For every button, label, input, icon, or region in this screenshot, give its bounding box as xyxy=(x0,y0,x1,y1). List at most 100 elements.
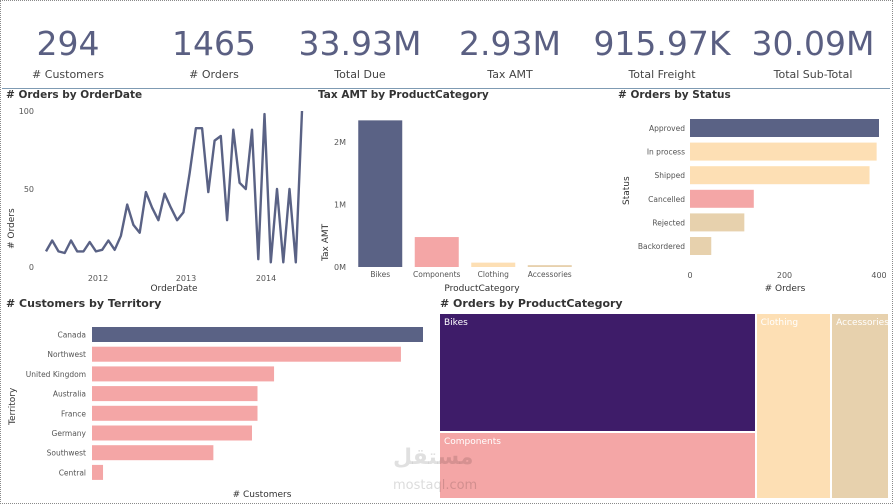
tax-category-label: Bikes xyxy=(370,270,390,279)
tax-category-label: Accessories xyxy=(528,270,572,279)
tax-ytick-label: 0M xyxy=(334,263,346,272)
kpi-tax-amt-label: Tax AMT xyxy=(487,68,533,81)
territory-category-label: France xyxy=(61,409,86,418)
orders-by-status-panel[interactable]: # Orders by Status Status # Orders Appro… xyxy=(614,89,890,294)
territory-bar-germany xyxy=(92,425,252,441)
territory-bar-central xyxy=(92,464,104,480)
territory-bar-australia xyxy=(92,386,258,402)
territory-bar-united-kingdom xyxy=(92,366,275,382)
line-ytick-label: 50 xyxy=(24,185,34,194)
treemap-tile-components[interactable]: Components xyxy=(439,431,756,499)
kpi-total-due-label: Total Due xyxy=(334,68,386,81)
status-category-label: Rejected xyxy=(652,218,685,227)
kpi-tax-amt-value: 2.93M xyxy=(459,24,561,63)
territory-category-label: Canada xyxy=(57,331,86,340)
territory-category-label: Germany xyxy=(52,429,87,438)
territory-category-label: United Kingdom xyxy=(26,370,86,379)
kpi-total-due-value: 33.93M xyxy=(298,24,422,63)
tax-bar-clothing xyxy=(471,262,516,267)
kpi-total-freight-label: Total Freight xyxy=(628,68,696,81)
line-ytick-label: 100 xyxy=(19,107,34,116)
customers-by-territory-panel[interactable]: # Customers by Territory Territory # Cus… xyxy=(2,297,432,501)
treemap-tile-bikes[interactable]: Bikes xyxy=(439,313,756,432)
status-category-label: Backordered xyxy=(638,242,685,251)
status-bar-shipped xyxy=(690,166,870,185)
territory-ylabel: Territory xyxy=(8,387,18,426)
line-series xyxy=(44,110,304,264)
tax-chart-title: Tax AMT by ProductCategory xyxy=(318,89,489,101)
status-xtick-label: 0 xyxy=(687,271,692,280)
status-bar-in-process xyxy=(690,142,877,161)
category-treemap: Bikes Components Clothing Accessories xyxy=(439,313,889,499)
territory-xlabel: # Customers xyxy=(233,490,292,500)
territory-category-label: Northwest xyxy=(47,350,86,359)
kpi-customers-label: # Customers xyxy=(32,68,104,81)
treemap-title: # Orders by ProductCategory xyxy=(440,297,623,310)
status-bar-cancelled xyxy=(690,189,754,208)
kpi-total-freight[interactable]: 915.97K Total Freight xyxy=(588,2,736,88)
status-xtick-label: 400 xyxy=(871,271,886,280)
status-xtick-label: 200 xyxy=(777,271,792,280)
status-bar-chart: Status # Orders Approved In process Shippe… xyxy=(622,119,887,294)
tax-category-label: Clothing xyxy=(478,270,509,279)
status-bar-backordered xyxy=(690,237,712,255)
line-xlabel: OrderDate xyxy=(150,284,198,294)
tax-bar-chart: Tax AMT ProductCategory 0M 1M 2M Bikes Compo… xyxy=(321,120,572,294)
territory-category-label: Central xyxy=(59,468,86,477)
tax-category-label: Components xyxy=(413,270,461,279)
status-category-label: Shipped xyxy=(655,171,686,180)
territory-category-label: Southwest xyxy=(47,449,86,458)
territory-category-label: Australia xyxy=(53,390,86,399)
orders-by-category-panel[interactable]: # Orders by ProductCategory xyxy=(436,297,890,501)
territory-bar-france xyxy=(92,405,258,421)
kpi-total-subtotal-value: 30.09M xyxy=(751,24,875,63)
status-xlabel: # Orders xyxy=(765,284,806,294)
line-chart: # Orders OrderDate 0 50 100 2012 2013 2014 xyxy=(7,107,304,294)
tax-xlabel: ProductCategory xyxy=(444,284,520,294)
kpi-total-subtotal-label: Total Sub-Total xyxy=(773,68,853,81)
kpi-customers-value: 294 xyxy=(36,24,100,63)
tax-by-category-panel[interactable]: Tax AMT by ProductCategory Tax AMT Produ… xyxy=(314,89,602,294)
line-ylabel: # Orders xyxy=(7,208,17,249)
treemap-tile-label: Components xyxy=(444,436,501,447)
kpi-band: 294 # Customers 1465 # Orders 33.93M Tot… xyxy=(2,2,890,89)
line-chart-title: # Orders by OrderDate xyxy=(6,89,143,101)
territory-chart-title: # Customers by Territory xyxy=(6,297,162,310)
line-xtick-label: 2013 xyxy=(176,274,196,283)
kpi-total-due[interactable]: 33.93M Total Due xyxy=(286,2,434,88)
kpi-total-freight-value: 915.97K xyxy=(593,24,731,63)
line-xtick-label: 2014 xyxy=(256,274,276,283)
treemap-tile-accessories[interactable]: Accessories xyxy=(831,313,889,499)
watermark-logo: مستقل xyxy=(393,445,474,470)
tax-ytick-label: 2M xyxy=(334,138,346,147)
kpi-orders-label: # Orders xyxy=(189,68,239,81)
status-bar-approved xyxy=(690,119,879,137)
tax-bar-accessories xyxy=(527,265,572,267)
status-category-label: Cancelled xyxy=(648,195,685,204)
kpi-orders[interactable]: 1465 # Orders xyxy=(140,2,288,88)
treemap-tile-label: Accessories xyxy=(836,318,889,328)
watermark-url: mostaql.com xyxy=(393,478,478,493)
territory-bar-canada xyxy=(92,327,423,342)
treemap-tile-clothing[interactable]: Clothing xyxy=(755,313,832,499)
treemap-tile-label: Bikes xyxy=(444,318,468,328)
kpi-orders-value: 1465 xyxy=(172,24,256,63)
status-category-label: Approved xyxy=(649,124,685,133)
kpi-tax-amt[interactable]: 2.93M Tax AMT xyxy=(436,2,584,88)
kpi-customers[interactable]: 294 # Customers xyxy=(0,2,142,88)
tax-ytick-label: 1M xyxy=(334,201,346,210)
territory-bar-northwest xyxy=(92,346,401,362)
status-ylabel: Status xyxy=(622,176,632,205)
status-bar-rejected xyxy=(690,213,745,232)
tax-ylabel: Tax AMT xyxy=(321,223,331,262)
status-category-label: In process xyxy=(647,148,685,157)
orders-by-date-panel[interactable]: # Orders by OrderDate # Orders OrderDate… xyxy=(2,89,310,294)
kpi-total-subtotal[interactable]: 30.09M Total Sub-Total xyxy=(739,2,887,88)
status-chart-title: # Orders by Status xyxy=(618,89,731,101)
territory-bar-southwest xyxy=(92,445,214,461)
territory-bar-chart: Territory # Customers Canada Northwest Uni… xyxy=(8,327,423,500)
line-xtick-label: 2012 xyxy=(88,274,108,283)
treemap-tile-label: Clothing xyxy=(760,318,799,328)
tax-bar-bikes xyxy=(358,120,403,267)
line-ytick-label: 0 xyxy=(29,263,34,272)
